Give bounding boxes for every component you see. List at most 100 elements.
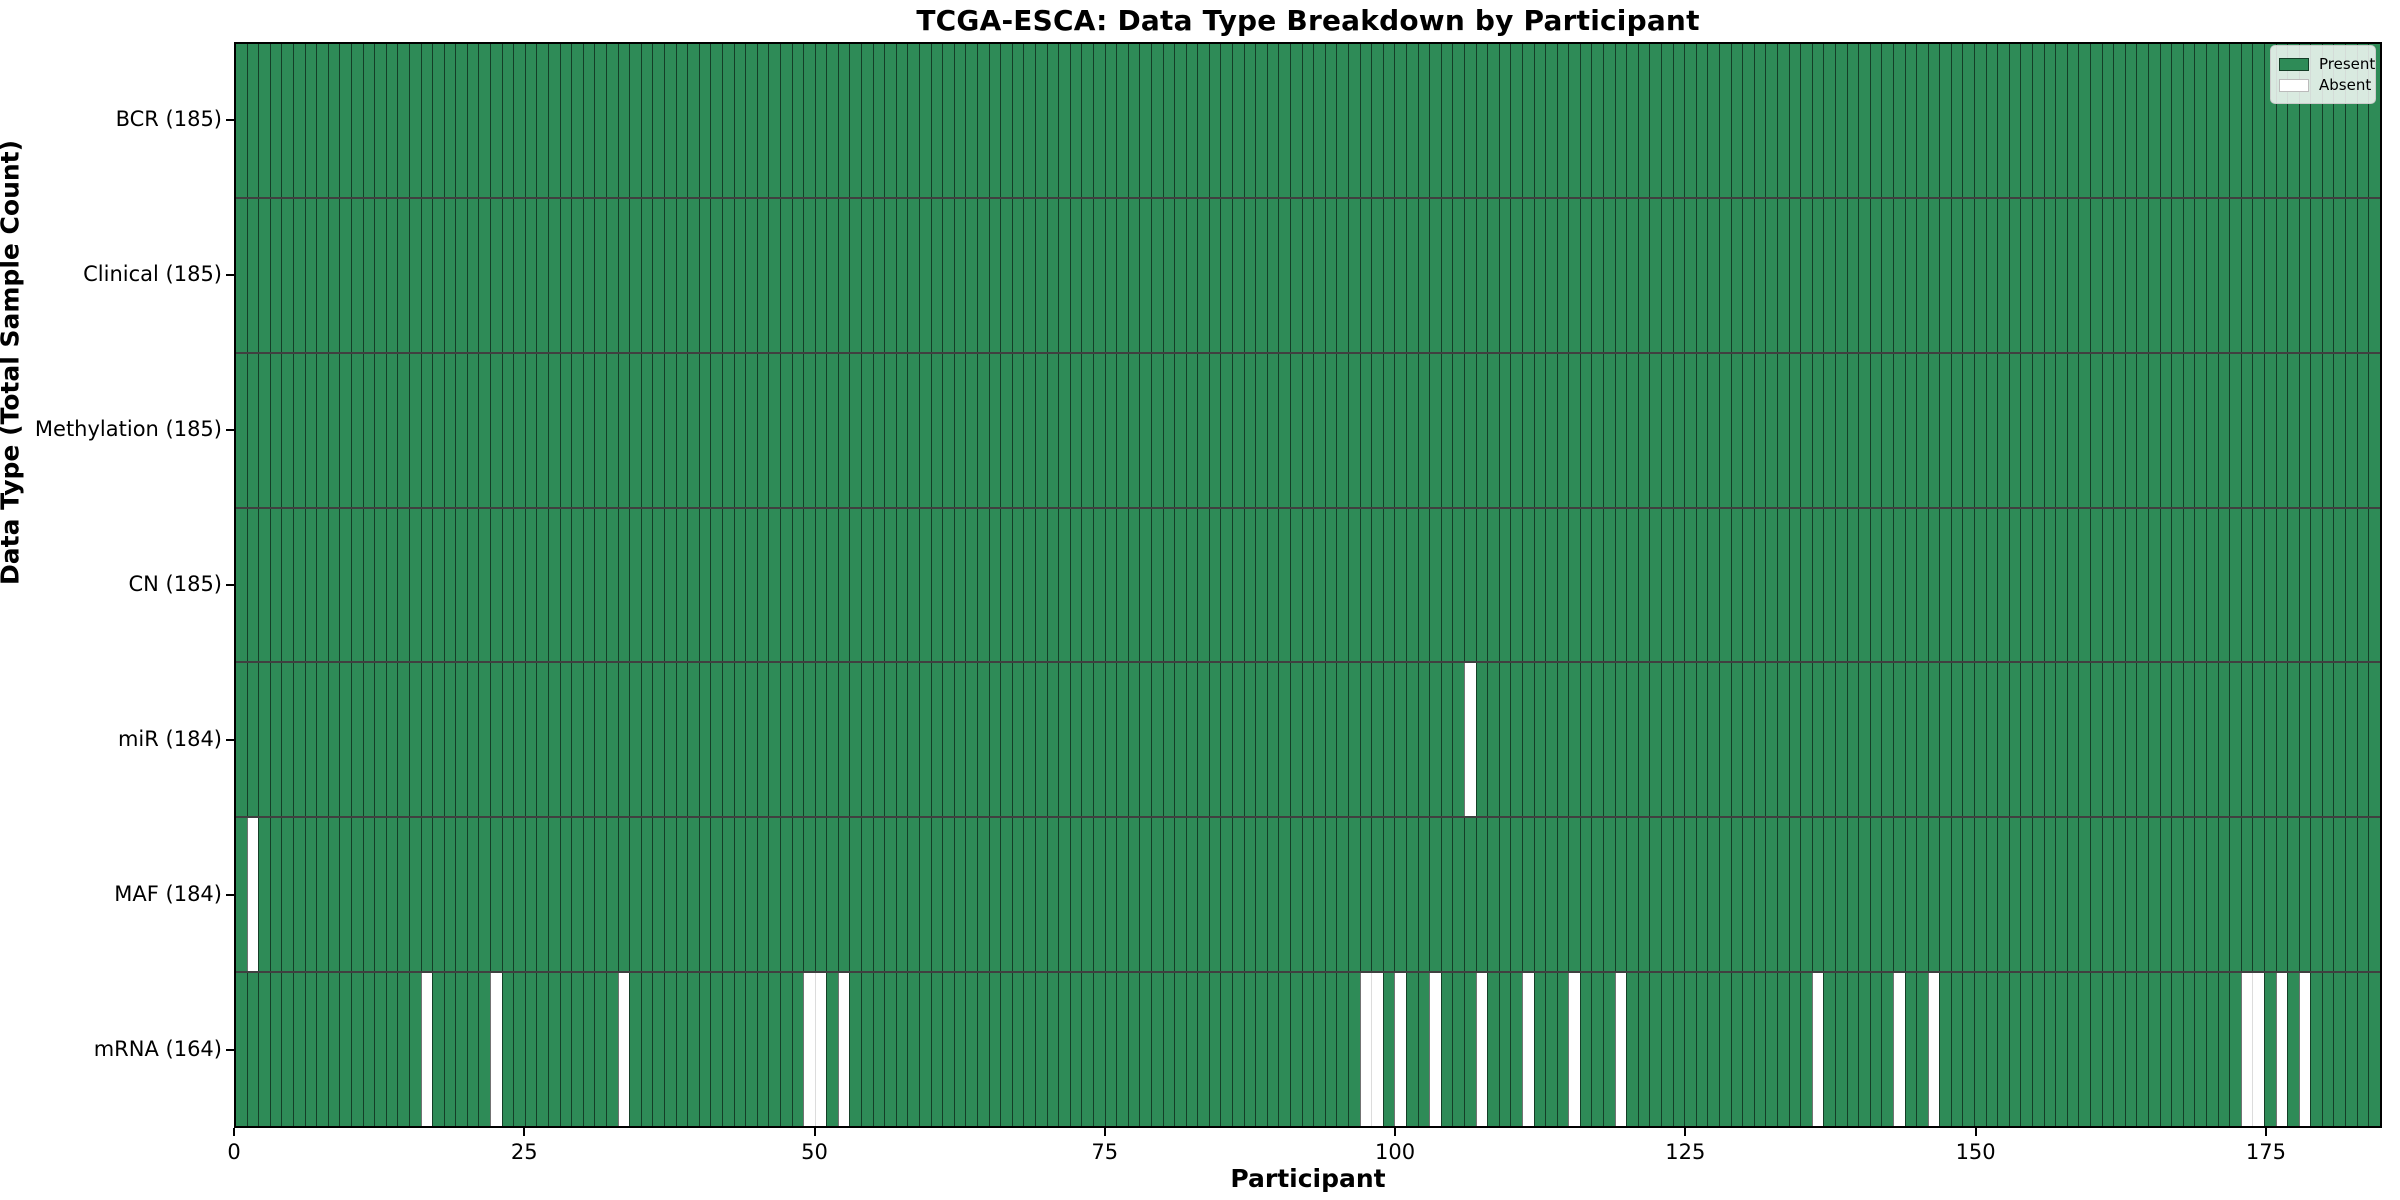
cell-present: [1023, 818, 1035, 972]
cell-present: [408, 508, 421, 662]
cell-present: [559, 353, 572, 507]
cell-present: [582, 353, 595, 507]
row-MAF: [236, 818, 2380, 974]
cell-present: [501, 44, 514, 197]
cell-present: [1092, 973, 1105, 1127]
cell-present: [2136, 353, 2148, 507]
cell-present: [826, 818, 838, 972]
cell-present: [1974, 818, 1986, 972]
cell-present: [1417, 508, 1430, 662]
cell-present: [1104, 818, 1117, 972]
cell-present: [246, 198, 259, 352]
cell-present: [849, 508, 862, 662]
cell-present: [2240, 663, 2253, 817]
cell-present: [1034, 973, 1047, 1127]
cell-present: [513, 973, 525, 1127]
cell-present: [1405, 818, 1418, 972]
cell-present: [1672, 198, 1685, 352]
cell-present: [1417, 353, 1430, 507]
cell-present: [2275, 44, 2288, 197]
cell-present: [2298, 508, 2311, 662]
cell-present: [1081, 663, 1093, 817]
cell-present: [837, 353, 850, 507]
cell-present: [1626, 198, 1638, 352]
cell-present: [1719, 508, 1731, 662]
cell-present: [1591, 198, 1604, 352]
cell-present: [779, 663, 792, 817]
cell-present: [304, 663, 317, 817]
cell-present: [1475, 198, 1488, 352]
cell-absent: [2298, 973, 2311, 1127]
cell-present: [236, 353, 247, 507]
cell-present: [1301, 818, 1314, 972]
cell-present: [663, 353, 676, 507]
cell-present: [2078, 44, 2090, 197]
cell-present: [327, 44, 340, 197]
cell-present: [988, 198, 1001, 352]
cell-present: [2101, 353, 2114, 507]
cell-present: [1695, 44, 1708, 197]
cell-present: [1556, 353, 1569, 507]
xtick-mark: [523, 1128, 526, 1136]
cell-present: [1510, 198, 1522, 352]
cell-present: [582, 663, 595, 817]
cell-present: [617, 198, 630, 352]
cell-present: [571, 508, 583, 662]
cell-present: [698, 44, 711, 197]
cell-present: [2032, 198, 2044, 352]
cell-present: [2321, 44, 2334, 197]
cell-present: [1904, 508, 1917, 662]
cell-present: [1800, 44, 1812, 197]
cell-present: [1753, 44, 1766, 197]
cell-present: [1661, 973, 1673, 1127]
cell-present: [872, 353, 885, 507]
cell-present: [1556, 663, 1569, 817]
cell-present: [2205, 508, 2218, 662]
cell-present: [1603, 818, 1615, 972]
cell-present: [1301, 973, 1314, 1127]
cell-present: [779, 353, 792, 507]
cell-present: [2008, 818, 2021, 972]
cell-present: [304, 198, 317, 352]
cell-present: [327, 818, 340, 972]
y-axis-label: Data Type (Total Sample Count): [0, 139, 25, 585]
cell-present: [2194, 198, 2206, 352]
cell-present: [281, 818, 293, 972]
cell-present: [1950, 663, 1963, 817]
ytick-label-Clinical: Clinical (185): [83, 261, 222, 286]
cell-present: [1974, 353, 1986, 507]
cell-present: [687, 44, 699, 197]
cell-present: [2159, 353, 2172, 507]
cell-present: [304, 44, 317, 197]
cell-present: [1997, 508, 2009, 662]
cell-present: [1336, 508, 1348, 662]
cell-present: [258, 818, 270, 972]
cell-present: [1127, 818, 1140, 972]
cell-present: [269, 663, 282, 817]
cell-present: [1092, 353, 1105, 507]
cell-present: [1823, 198, 1835, 352]
cell-present: [1742, 973, 1754, 1127]
cell-present: [1324, 818, 1337, 972]
cell-present: [1174, 663, 1186, 817]
cell-present: [1023, 508, 1035, 662]
cell-present: [1626, 508, 1638, 662]
cell-present: [350, 44, 363, 197]
cell-present: [884, 44, 896, 197]
cell-present: [617, 508, 630, 662]
cell-present: [930, 973, 943, 1127]
cell-present: [1058, 353, 1070, 507]
cell-present: [2321, 508, 2334, 662]
cell-present: [1661, 198, 1673, 352]
cell-present: [1904, 973, 1917, 1127]
cell-present: [1974, 44, 1986, 197]
cell-present: [1058, 44, 1070, 197]
cell-present: [1232, 353, 1244, 507]
cell-present: [942, 44, 954, 197]
cell-present: [768, 818, 780, 972]
cell-present: [1904, 818, 1917, 972]
cell-present: [791, 973, 804, 1127]
cell-present: [1371, 663, 1383, 817]
cell-present: [1950, 198, 1963, 352]
cell-present: [1591, 663, 1604, 817]
